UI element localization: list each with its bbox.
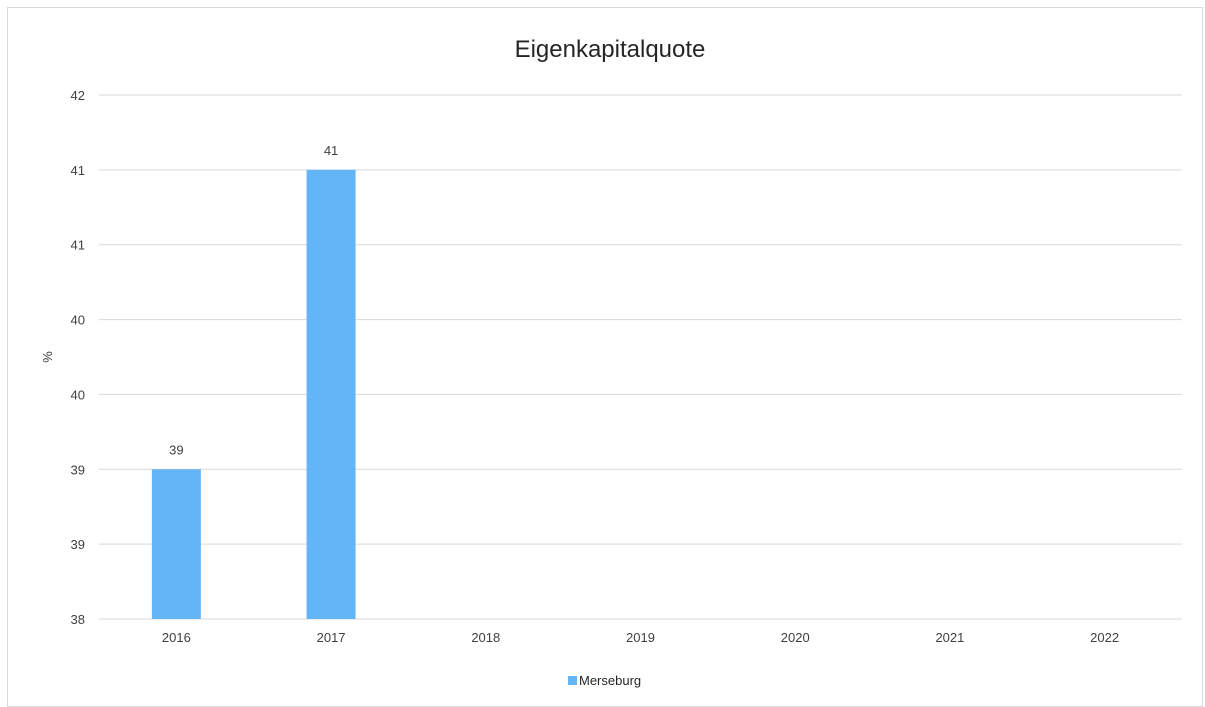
legend-swatch [568,676,577,685]
gridlines [99,94,1182,620]
y-tick-label: 40 [71,313,85,328]
bar-2017 [306,169,356,619]
data-label-2016: 39 [169,442,183,457]
bar-2016 [151,469,201,619]
legend: Merseburg [568,673,641,688]
bars [151,169,356,619]
y-tick-label: 41 [71,238,85,253]
y-tick-label: 39 [71,462,85,477]
x-tick-label: 2022 [1090,630,1119,645]
y-tick-label: 40 [71,387,85,402]
x-tick-label: 2018 [471,630,500,645]
x-tick-label: 2020 [781,630,810,645]
chart-title: Eigenkapitalquote [515,36,706,63]
data-labels: 39 41 [169,143,338,457]
x-tick-label: 2017 [317,630,346,645]
legend-label: Merseburg [579,673,641,688]
y-axis-tick-labels: 38 39 39 40 40 41 41 42 [71,88,85,627]
y-tick-label: 38 [71,612,85,627]
x-tick-label: 2016 [162,630,191,645]
y-tick-label: 41 [71,163,85,178]
y-tick-label: 39 [71,537,85,552]
y-axis-title: % [40,351,55,363]
x-axis-tick-labels: 2016 2017 2018 2019 2020 2021 2022 [162,630,1119,645]
data-label-2017: 41 [324,143,338,158]
y-tick-label: 42 [71,88,85,103]
chart-frame [7,7,1203,707]
x-tick-label: 2021 [935,630,964,645]
x-tick-label: 2019 [626,630,655,645]
